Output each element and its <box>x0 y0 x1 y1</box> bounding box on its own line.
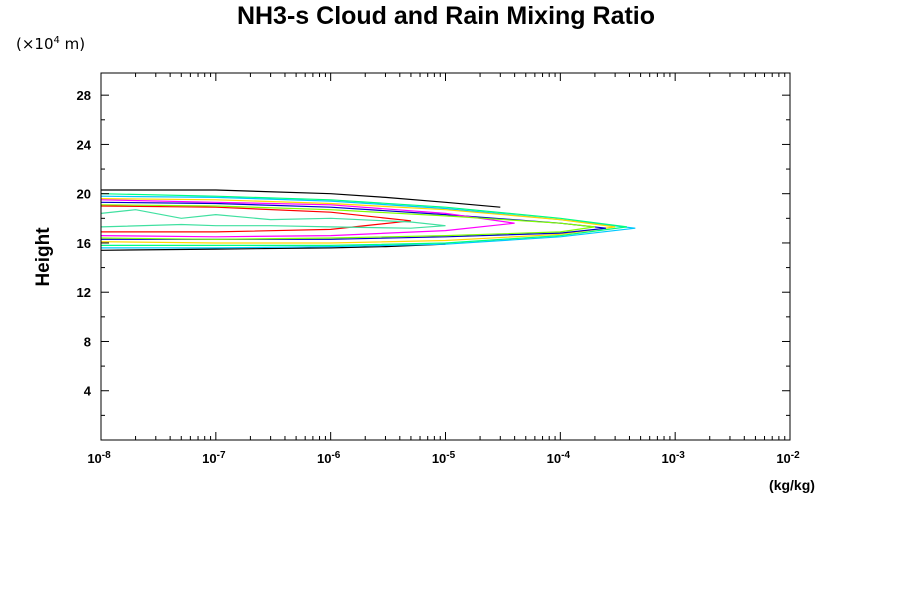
x-tick-label-base: 10 <box>202 451 216 466</box>
y-tick-label: 20 <box>77 187 91 202</box>
y-axis-unit: (×104 m) <box>16 35 85 53</box>
x-tick-label: 10-5 <box>432 450 456 466</box>
y-tick-label: 4 <box>84 384 92 399</box>
y-axis-label: Height <box>33 227 54 287</box>
y-tick-label: 16 <box>77 236 91 251</box>
x-tick-label-base: 10 <box>776 451 790 466</box>
y-tick-label: 12 <box>77 285 91 300</box>
y-tick-label: 24 <box>77 137 92 152</box>
x-tick-label-exponent: -3 <box>676 450 685 461</box>
x-tick-label-exponent: -7 <box>217 450 226 461</box>
x-tick-label: 10-3 <box>661 450 685 466</box>
x-tick-label-base: 10 <box>547 451 561 466</box>
series-line-6 <box>100 201 607 240</box>
x-tick-label-exponent: -4 <box>561 450 570 461</box>
x-tick-label: 10-2 <box>776 450 800 466</box>
series-line-3 <box>100 195 636 249</box>
x-tick-label-base: 10 <box>87 451 101 466</box>
x-tick-label-base: 10 <box>661 451 675 466</box>
x-axis-unit: (kg/kg) <box>769 477 815 493</box>
series-line-5 <box>100 198 616 244</box>
x-tick-label-exponent: -8 <box>102 450 111 461</box>
series-layer <box>100 189 636 251</box>
x-tick-label-base: 10 <box>317 451 331 466</box>
x-tick-label-base: 10 <box>432 451 446 466</box>
x-tick-label: 10-7 <box>202 450 226 466</box>
x-tick-label-exponent: -5 <box>446 450 455 461</box>
series-line-2 <box>100 243 446 251</box>
x-tick-label: 10-4 <box>547 450 571 466</box>
x-tick-label-exponent: -6 <box>331 450 340 461</box>
y-axis-unit-suffix: m) <box>60 35 85 53</box>
series-line-9 <box>100 204 595 240</box>
series-line-7 <box>100 199 515 238</box>
plot-frame <box>100 72 791 441</box>
x-tick-label: 10-8 <box>87 450 111 466</box>
x-tick-label-exponent: -2 <box>791 450 800 461</box>
series-line-4 <box>100 193 627 246</box>
y-tick-label: 28 <box>77 88 91 103</box>
series-line-1 <box>101 189 501 208</box>
series-line-8 <box>100 205 411 233</box>
y-tick-label: 8 <box>84 334 91 349</box>
y-axis-unit-exponent: 4 <box>54 35 60 46</box>
y-axis-unit-prefix: (×10 <box>16 35 54 53</box>
chart-title: NH3-s Cloud and Rain Mixing Ratio <box>237 2 655 30</box>
x-tick-label: 10-6 <box>317 450 341 466</box>
series-line-10 <box>100 209 446 229</box>
